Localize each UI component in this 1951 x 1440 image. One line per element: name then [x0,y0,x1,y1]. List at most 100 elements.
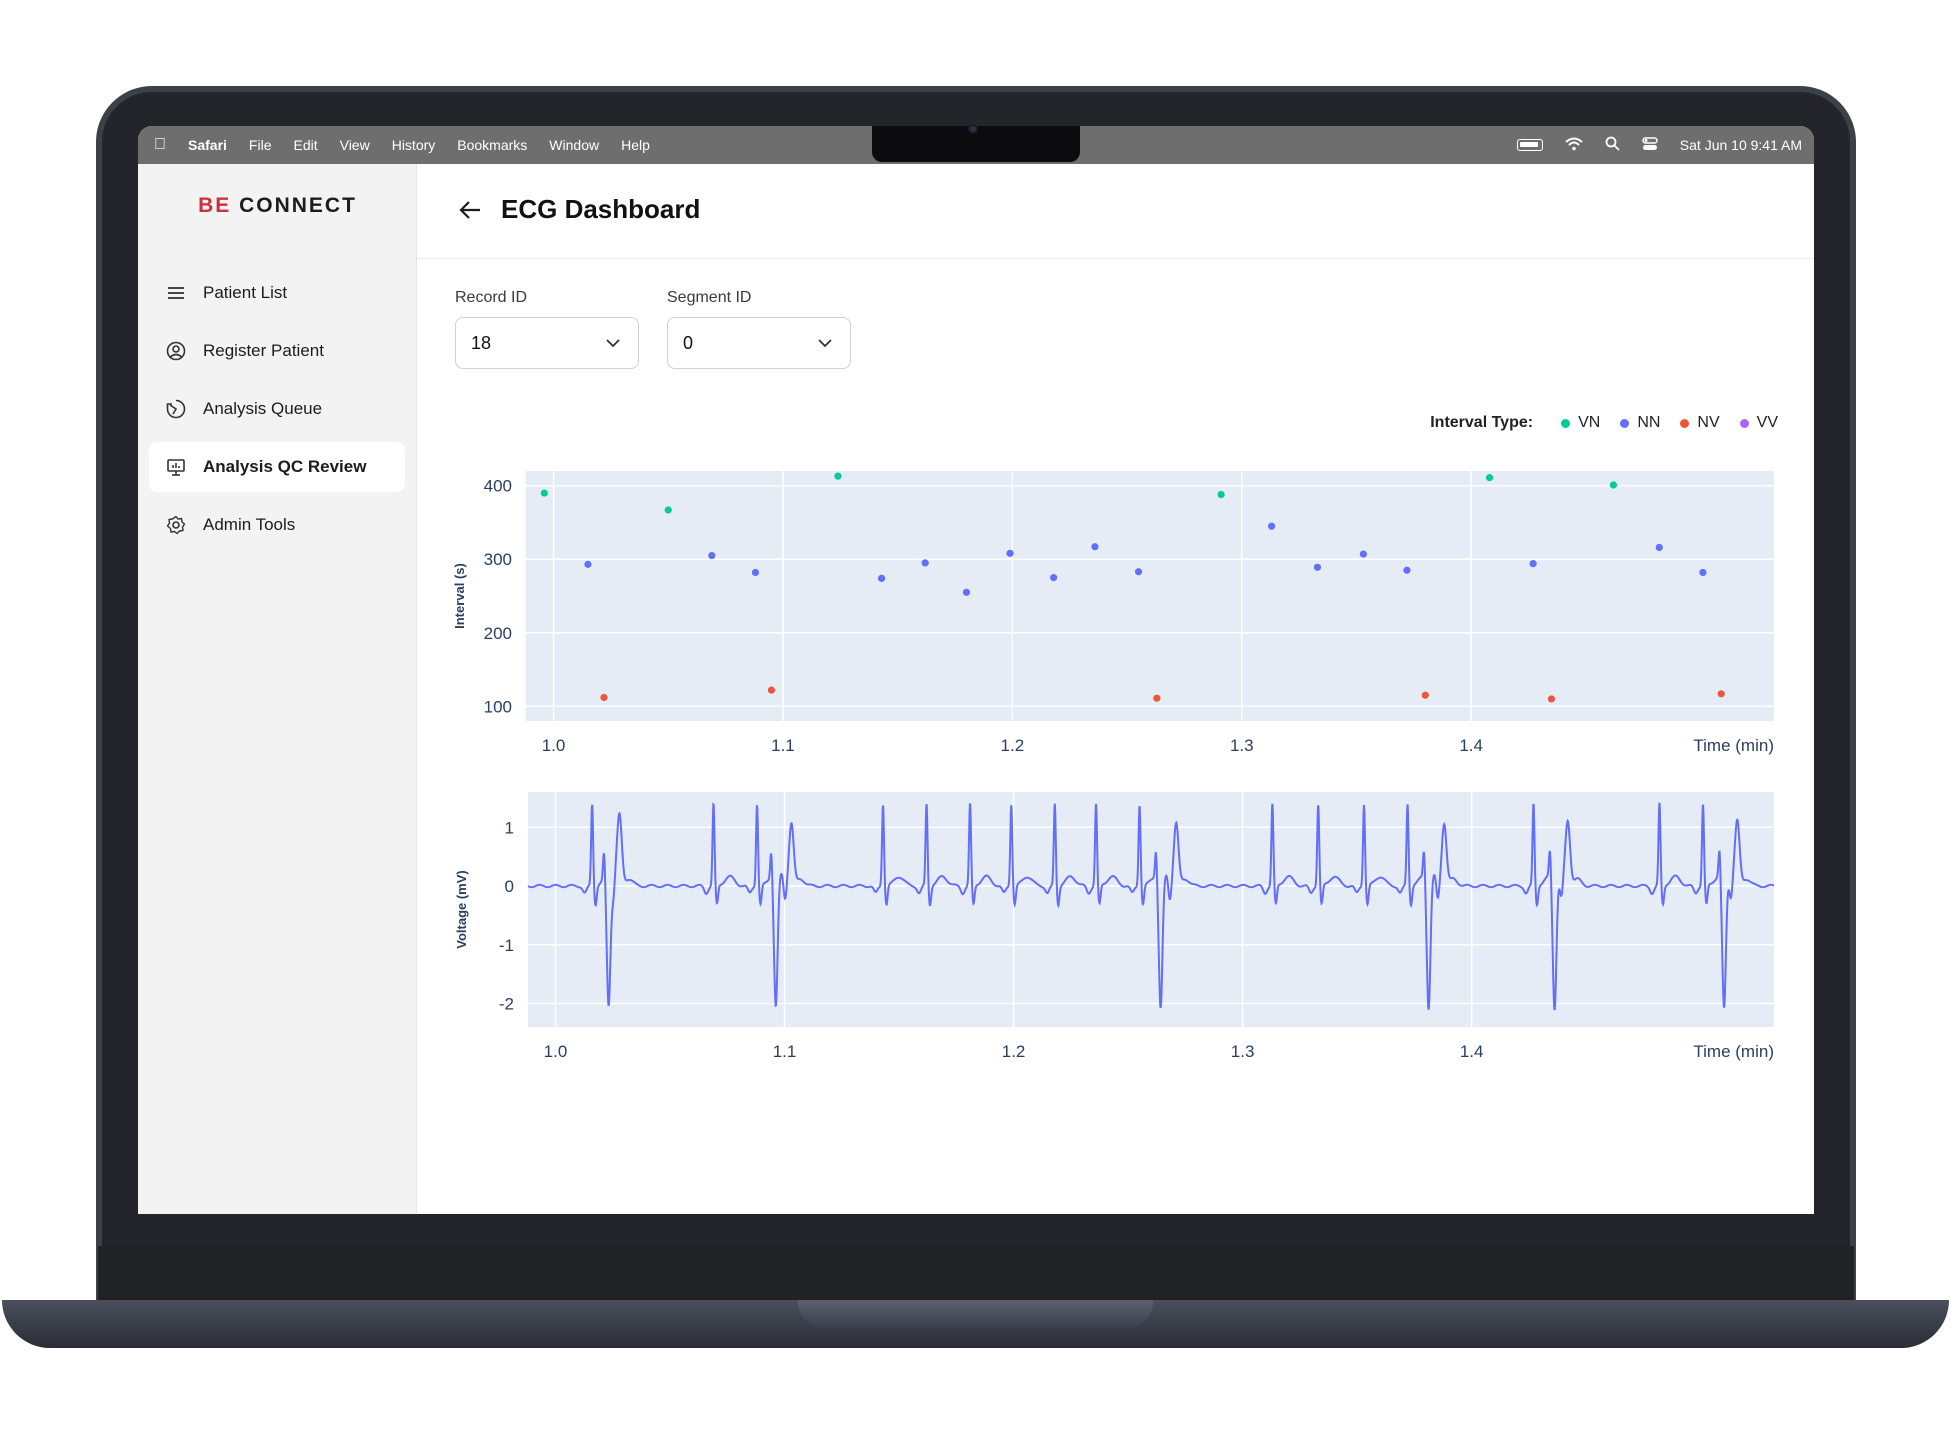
wifi-icon[interactable] [1565,137,1583,154]
legend-title: Interval Type: [1430,414,1534,431]
data-point-nn [1267,522,1276,530]
y-tick-label: -2 [499,995,514,1014]
data-point-nn [708,551,716,560]
y-tick-label: 300 [484,550,512,569]
sidebar-item-label: Analysis QC Review [203,457,367,476]
sidebar-item-label: Admin Tools [203,515,296,534]
interval-scatter-chart: 1.0 1.1 1.2 1.3 1.4 400 300 200 100 Time (min) Int… [452,471,1774,755]
x-tick-label: 1.2 [1002,1042,1026,1061]
data-point-nn [921,559,929,567]
sidebar-item-analysis-queue[interactable]: Analysis Queue [149,384,405,434]
data-point-nn [1529,560,1537,568]
search-icon[interactable] [1605,136,1620,154]
sidebar-item-register-patient[interactable]: Register Patient [149,326,405,376]
sidebar: BE CONNECT Patient List Register Patient… [138,164,417,1214]
ecg-trace-line [527,801,1775,1011]
brand-logo[interactable]: BE CONNECT [138,194,417,218]
sidebar-item-analysis-qc-review[interactable]: Analysis QC Review [149,442,405,492]
data-point-nn [877,574,886,582]
chart-legend: Interval Type: VN NN NV VV [418,412,1778,434]
x-tick-label: 1.1 [771,736,795,755]
gear-icon [165,514,187,536]
data-point-nv [1421,691,1429,699]
data-point-nv [767,686,776,694]
legend-entry-nn[interactable]: NN [1620,414,1660,432]
data-point-nv [1153,694,1161,702]
queue-icon [165,398,187,420]
menu-icon [165,282,187,304]
legend-dot [1739,418,1749,428]
menu-bookmarks[interactable]: Bookmarks [445,137,527,153]
data-point-nn [1655,543,1663,552]
sidebar-item-admin-tools[interactable]: Admin Tools [149,500,405,550]
monitor-chart-icon [165,456,187,478]
user-circle-icon [165,340,187,362]
legend-entry-vn[interactable]: VN [1561,414,1600,432]
segment-id-value: 0 [683,332,694,353]
y-tick-label: 200 [484,624,512,643]
segment-id-select[interactable]: 0 [667,317,851,369]
control-center-icon[interactable] [1642,136,1658,154]
data-point-nn [751,568,760,577]
main-content: ECG Dashboard Record ID 18 Segment ID 0 … [418,164,1814,1214]
data-point-nn [584,560,592,568]
legend-dot [1680,418,1690,428]
sidebar-item-label: Analysis Queue [203,399,323,418]
y-tick-label: 100 [484,697,512,716]
data-point-nn [1006,549,1014,557]
menu-edit[interactable]: Edit [281,137,317,153]
legend-label: VN [1578,414,1601,431]
data-point-vn [1217,490,1225,499]
legend-label: NN [1637,414,1661,431]
laptop-hinge-groove [798,1300,1153,1328]
sidebar-item-patient-list[interactable]: Patient List [149,268,405,318]
screen:  Safari File Edit View History Bookmark… [138,126,1814,1214]
record-id-select[interactable]: 18 [455,317,639,369]
apple-icon[interactable]:  [154,136,166,154]
y-axis-label: Voltage (mV) [454,870,469,949]
sidebar-item-label: Patient List [203,283,288,302]
x-tick-label: 1.0 [542,736,566,755]
data-point-nn [1313,563,1322,571]
legend-label: NV [1697,414,1720,431]
segment-id-label: Segment ID [667,289,752,306]
menu-window[interactable]: Window [537,137,599,153]
menu-history[interactable]: History [379,137,436,153]
legend-entry-vv[interactable]: VV [1739,414,1778,432]
battery-icon[interactable] [1516,139,1543,151]
data-point-nn [1134,568,1143,576]
x-tick-label: 1.0 [544,1042,568,1061]
y-tick-label: -1 [499,936,514,955]
logo-text: CONNECT [239,194,357,217]
data-point-nn [1050,574,1058,582]
menu-file[interactable]: File [236,137,272,153]
legend-label: VV [1756,414,1778,431]
sidebar-item-label: Register Patient [203,341,324,360]
x-tick-label: 1.1 [773,1042,797,1061]
data-point-nn [1403,566,1411,574]
logo-accent: BE [198,194,232,217]
chevron-down-icon [606,339,620,348]
menu-datetime[interactable]: Sat Jun 10 9:41 AM [1679,137,1802,153]
x-tick-label: 1.2 [1001,736,1025,755]
ecg-voltage-chart: 1.0 1.1 1.2 1.3 1.4 1 0 -1 -2 Time (min) Voltage (… [454,792,1775,1061]
legend-dot [1620,418,1630,428]
data-point-nn [1359,550,1367,558]
x-tick-label: 1.3 [1230,736,1254,755]
menu-bar:  Safari File Edit View History Bookmark… [138,126,1814,164]
data-point-vn [1609,481,1618,489]
page-header: ECG Dashboard [418,164,1814,259]
legend-entry-nv[interactable]: NV [1680,414,1720,432]
x-tick-label: 1.4 [1459,736,1483,755]
chevron-down-icon [818,339,832,348]
back-arrow-icon[interactable] [456,196,484,224]
menu-app-name[interactable]: Safari [176,137,227,153]
webcam [968,124,978,134]
x-axis-label: Time (min) [1693,1042,1774,1061]
menu-help[interactable]: Help [609,137,650,153]
y-tick-label: 400 [484,477,512,496]
data-point-vn [540,489,548,497]
y-tick-label: 1 [505,818,514,837]
data-point-nn [1091,543,1099,551]
menu-view[interactable]: View [327,137,370,153]
